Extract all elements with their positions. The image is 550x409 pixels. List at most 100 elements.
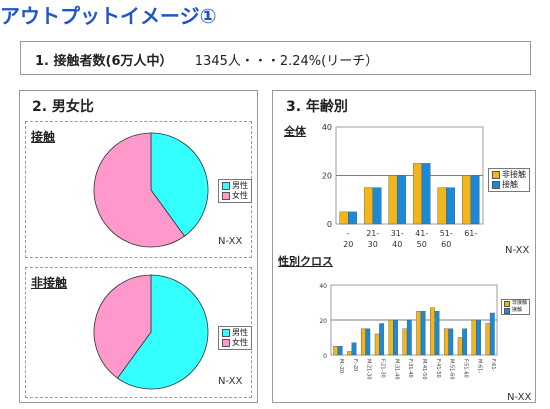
bar-non-contact: [388, 319, 394, 356]
bar-non-contact: [457, 337, 463, 356]
bar-non-contact: [388, 175, 398, 225]
bar-non-contact: [443, 328, 449, 356]
overall-n-label: N-XX: [505, 245, 530, 256]
legend-male: 男性: [232, 181, 248, 190]
x-tick-label: M:41-50: [421, 359, 427, 380]
x-tick-label: -20: [343, 229, 353, 249]
gender-cross-bar-legend: 非接触 接触: [501, 299, 531, 315]
pie-slice-female: [93, 132, 186, 248]
bar-contact: [351, 342, 357, 356]
x-tick-label: 31-40: [391, 229, 404, 249]
contact-pie-title: 接触: [31, 130, 56, 144]
reach-summary: 1. 接触者数(6万人中） 1345人・・・2.24%(リーチ）: [35, 50, 378, 69]
bar-contact: [448, 328, 454, 356]
y-tick-label: 20: [322, 172, 332, 181]
pie-slice-female: [93, 274, 152, 379]
legend-male: 男性: [232, 328, 248, 337]
contact-n-label: N-XX: [218, 236, 243, 247]
contact-pie-chart: [93, 132, 209, 248]
bar-contact: [406, 319, 412, 356]
bar-contact: [397, 175, 407, 225]
overall-bar-legend: 非接触 接触: [488, 168, 530, 192]
contact-swatch: [504, 307, 510, 314]
x-tick-label: 41-50: [415, 229, 428, 249]
bar-contact: [462, 328, 468, 356]
bar-non-contact: [374, 333, 380, 356]
x-tick-label: 51-60: [440, 229, 453, 249]
gender-cross-chart-label: 性別クロス: [278, 255, 333, 268]
bar-non-contact: [437, 187, 447, 225]
page-title: アウトプットイメージ①: [0, 4, 217, 28]
y-tick-label: 20: [319, 318, 327, 325]
bar-contact: [421, 163, 431, 225]
y-tick-label: 0: [327, 220, 332, 229]
pie-slice-male: [116, 274, 209, 390]
bar-contact: [420, 311, 426, 356]
non-contact-gender-section: 非接触 男性 女性 N-XX: [25, 267, 252, 398]
bar-contact: [372, 187, 382, 225]
bar-contact: [379, 323, 385, 356]
bar-non-contact: [347, 351, 352, 356]
age-panel: 3. 年齢別 全体 0 20 40 -20 21-30 31-40 41-50 51-60 61…: [272, 90, 536, 403]
bar-non-contact: [339, 211, 349, 225]
non-contact-swatch: [492, 171, 500, 179]
legend-female: 女性: [232, 338, 248, 347]
gender-cross-bar-chart: 0 20 40 M:-20 F:-20 M:21-30 F:21-30 M:31-40 F:31…: [319, 283, 498, 380]
contact-gender-section: 接触 男性 女性 N-XX: [25, 121, 252, 258]
y-tick-label: 40: [322, 123, 332, 132]
pie-slice-male: [150, 132, 209, 237]
bar-contact: [365, 328, 371, 356]
x-tick-label: F:41-50: [435, 359, 441, 378]
bar-contact: [337, 346, 343, 356]
x-tick-label: F:51-60: [462, 359, 468, 378]
legend-non-contact: 非接触: [512, 300, 528, 306]
non-contact-pie-chart: [93, 274, 209, 390]
reach-summary-box: 1. 接触者数(6万人中） 1345人・・・2.24%(リーチ）: [20, 41, 531, 75]
bar-contact: [476, 319, 481, 356]
male-swatch: [222, 329, 230, 337]
female-swatch: [222, 339, 230, 347]
bar-non-contact: [333, 346, 339, 356]
x-tick-label: M:51-60: [449, 359, 455, 380]
bar-contact: [446, 187, 456, 225]
y-tick-label: 0: [323, 353, 327, 360]
gender-panel-title: 2. 男女比: [32, 99, 94, 115]
bar-non-contact: [416, 311, 422, 356]
bar-non-contact: [402, 328, 408, 356]
bar-contact: [434, 311, 440, 356]
x-tick-label: M:-20: [338, 359, 344, 373]
non-contact-pie-legend: 男性 女性: [218, 326, 252, 350]
reach-value: 1345人・・・2.24%(リーチ）: [194, 54, 379, 69]
legend-female: 女性: [232, 191, 248, 200]
overall-chart-label: 全体: [284, 125, 306, 138]
gender-cross-n-label: N-XX: [507, 392, 532, 403]
overall-age-bar-chart: 0 20 40 -20 21-30 31-40 41-50 51-60 61-: [322, 123, 484, 249]
bar-contact: [470, 175, 480, 225]
bar-non-contact: [461, 175, 471, 225]
reach-label: 1. 接触者数(6万人中）: [35, 54, 173, 69]
legend-contact: 接触: [512, 307, 523, 313]
bar-non-contact: [485, 323, 491, 356]
x-tick-label: F:31-40: [407, 359, 413, 378]
gender-ratio-panel: 2. 男女比 接触 男性 女性 N-XX 非接触 男性 女性 N-XX: [19, 90, 258, 403]
bar-non-contact: [430, 307, 435, 356]
y-tick-label: 40: [319, 283, 327, 290]
bar-contact: [393, 319, 398, 356]
x-tick-label: F:61-: [490, 359, 496, 372]
x-tick-label: F:21-30: [379, 359, 385, 378]
bar-contact: [489, 312, 495, 356]
x-tick-label: 21-30: [366, 229, 379, 249]
non-contact-swatch: [504, 300, 510, 307]
legend-contact: 接触: [502, 180, 518, 189]
bar-non-contact: [363, 187, 373, 225]
x-tick-label: 61-: [464, 229, 477, 238]
contact-swatch: [492, 181, 500, 189]
contact-pie-legend: 男性 女性: [218, 179, 252, 203]
x-tick-label: M:61-: [476, 359, 482, 373]
bar-contact: [348, 211, 358, 225]
x-tick-label: M:21-30: [366, 359, 372, 380]
age-panel-title: 3. 年齢別: [286, 99, 348, 115]
x-tick-label: F:-20: [352, 359, 358, 371]
bar-non-contact: [360, 328, 366, 356]
female-swatch: [222, 192, 230, 200]
